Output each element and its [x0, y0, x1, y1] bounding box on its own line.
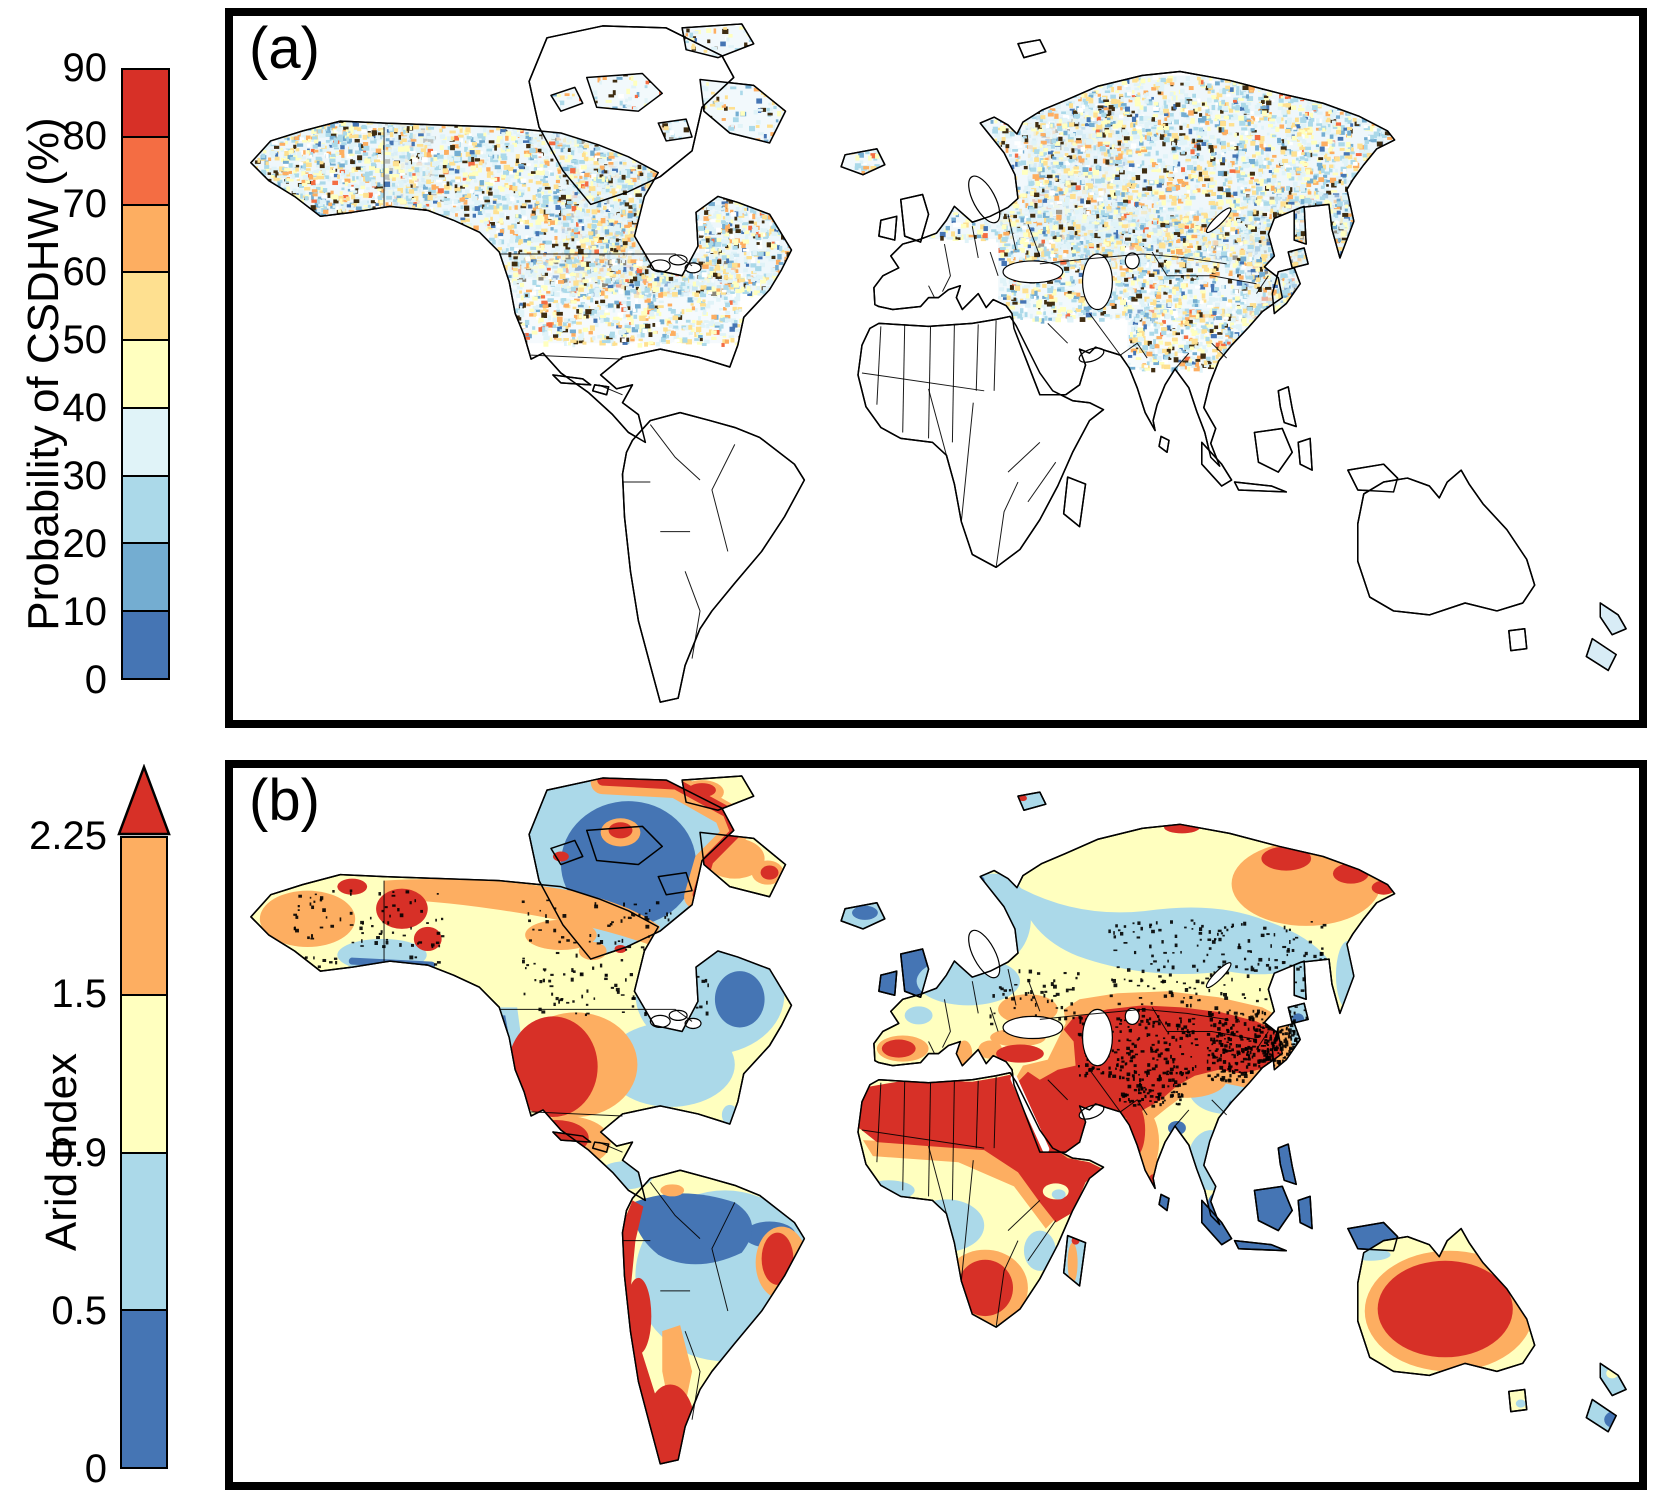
colorbar-segment: [123, 271, 168, 340]
colorbar-tick-label: 1.5: [51, 972, 107, 1017]
colorbar-tick-label: 80: [62, 114, 108, 158]
colorbar-segment: [123, 135, 168, 204]
colorbar-tick-label: 0: [84, 1447, 107, 1491]
colorbar-segment: [123, 203, 168, 272]
panel-a-label: (a): [249, 16, 320, 81]
colorbar-segment: [122, 993, 166, 1152]
colorbar-tick-label: 20: [62, 522, 108, 566]
colorbar-a: [121, 68, 170, 680]
colorbar-tick-label: 60: [62, 250, 108, 294]
world-map-csdhw-probability: [250, 23, 1627, 703]
colorbar-segment: [122, 1151, 166, 1310]
colorbar-tick-label: 2.25: [29, 814, 107, 858]
panel-a: (a): [225, 8, 1647, 728]
colorbar-segment: [123, 339, 168, 407]
colorbar-tick-label: 0: [84, 658, 107, 702]
panel-b-label: (b): [249, 768, 320, 833]
colorbar-tick-label: 0.5: [51, 1288, 107, 1333]
colorbar-tick-label: 10: [62, 590, 108, 634]
colorbar-segment: [123, 406, 168, 475]
colorbar-tick-label: 70: [62, 182, 108, 226]
colorbar-segment: [122, 1309, 166, 1467]
panel-b: (b): [225, 760, 1647, 1490]
colorbar-segment: [123, 474, 168, 543]
world-map-arid-index: [250, 775, 1627, 1465]
colorbar-segment: [123, 70, 168, 136]
colorbar-tick-label: 0.9: [51, 1130, 107, 1175]
colorbar-tick-label: 50: [62, 318, 108, 362]
colorbar-segment: [123, 610, 168, 679]
colorbar-b: [120, 836, 168, 1469]
colorbar-tick-label: 90: [62, 46, 108, 90]
colorbar-b-overflow-arrow: [117, 764, 171, 836]
colorbar-segment: [122, 838, 166, 994]
colorbar-tick-label: 30: [62, 454, 108, 498]
colorbar-tick-label: 40: [62, 386, 108, 430]
colorbar-segment: [123, 542, 168, 611]
